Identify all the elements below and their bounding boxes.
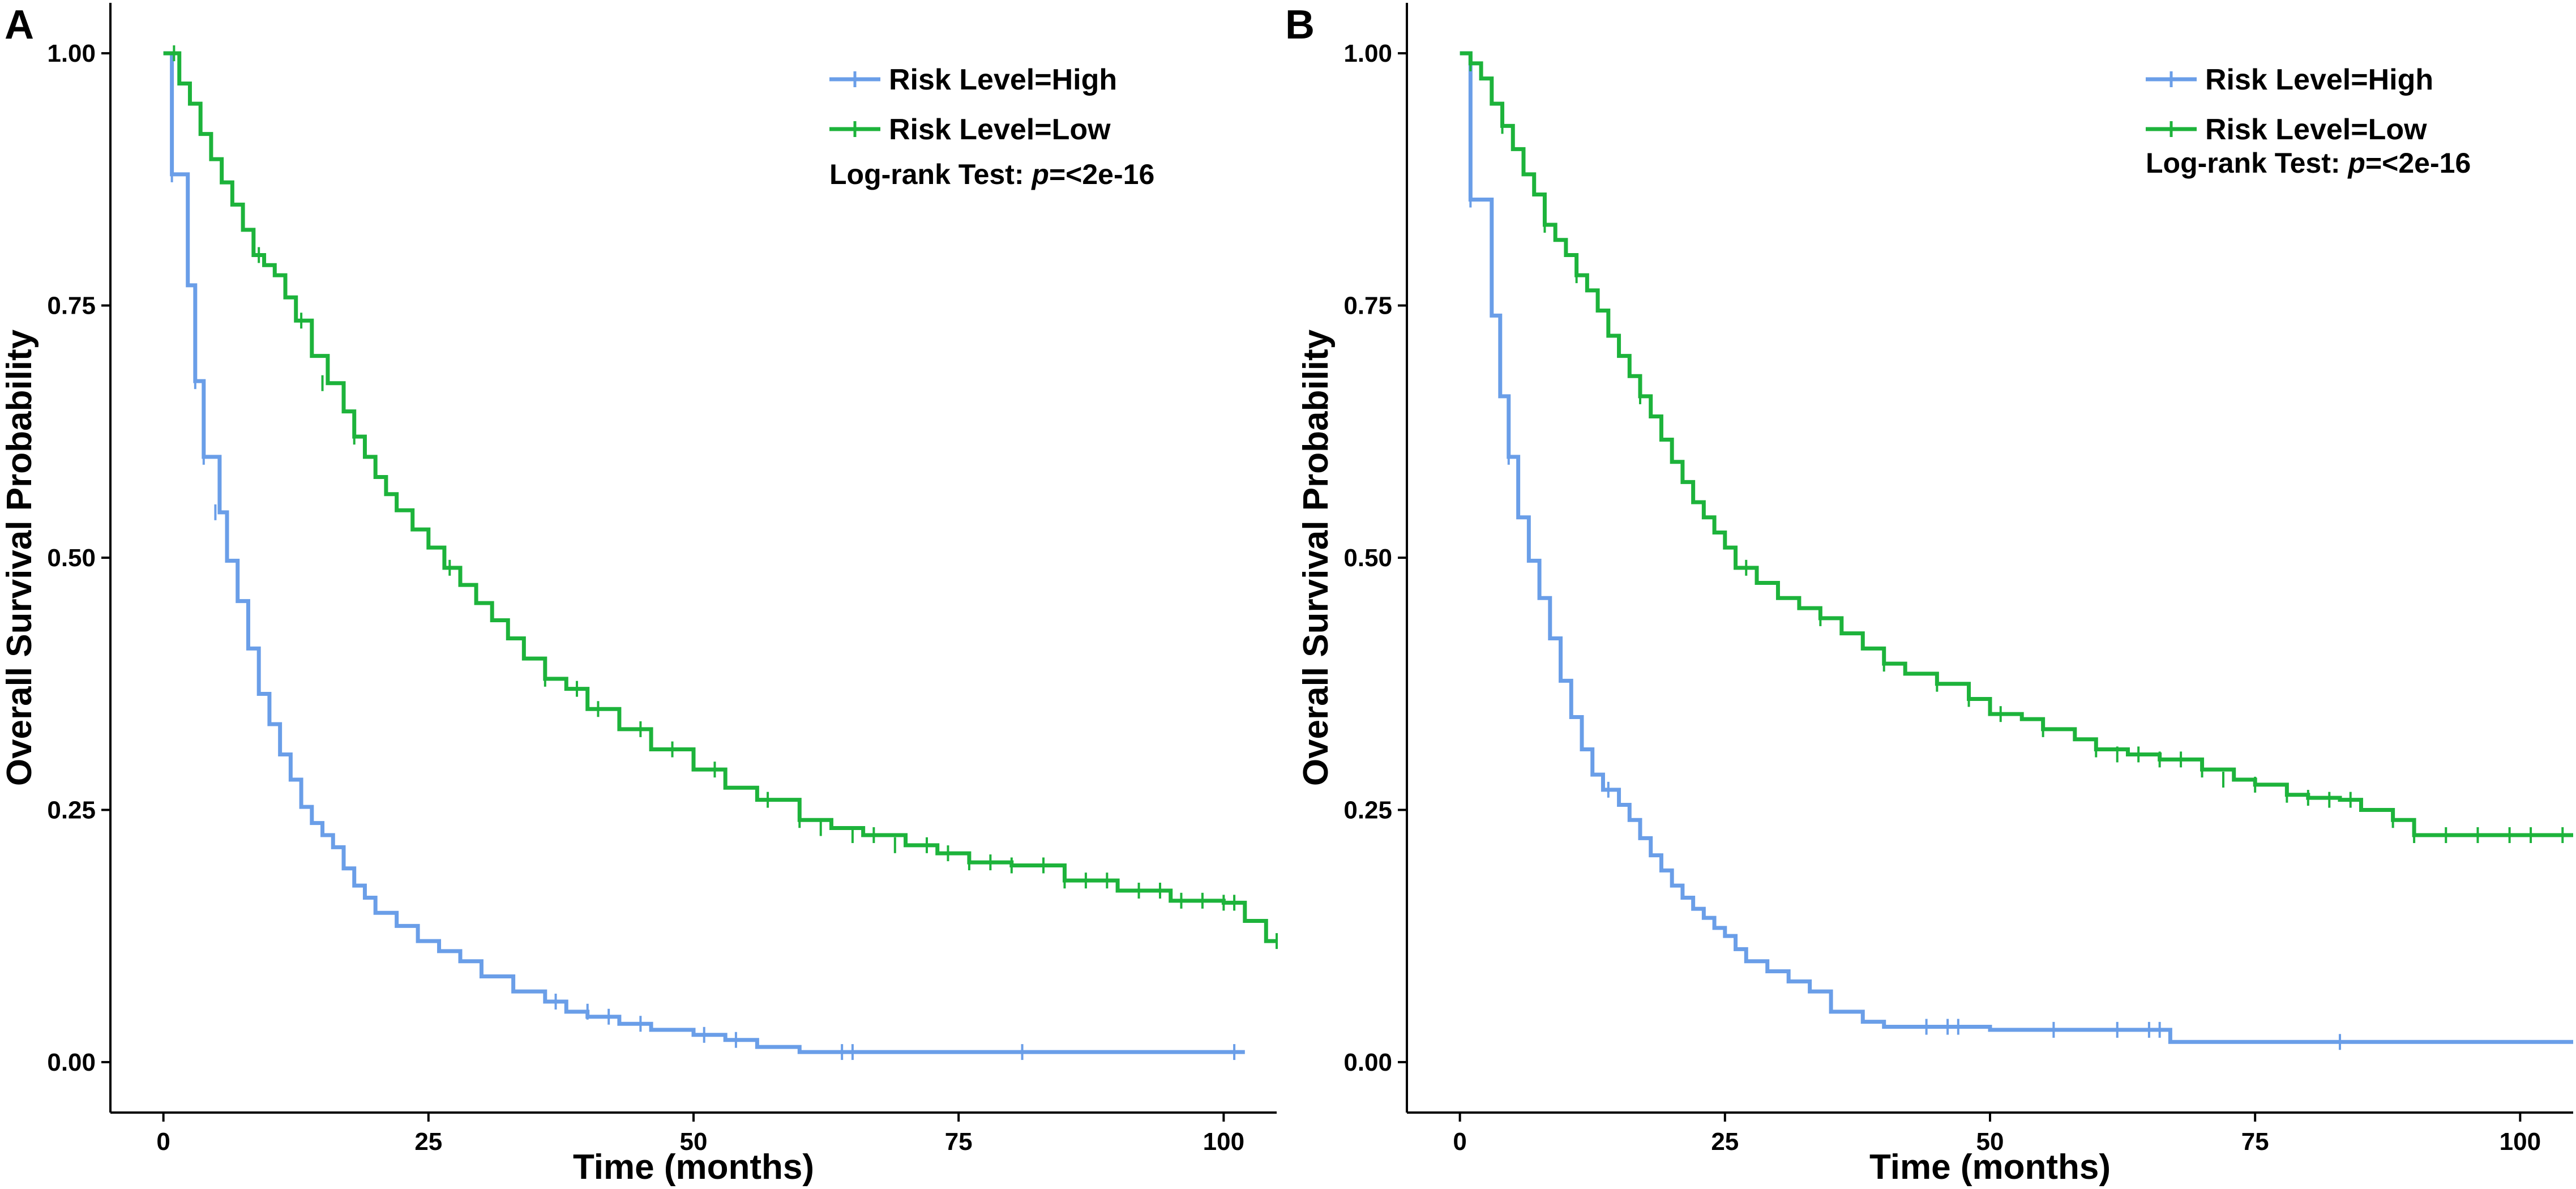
legend-item-low: Risk Level=Low (2146, 113, 2427, 146)
series-high (163, 51, 1245, 1060)
legend-label: Risk Level=Low (889, 113, 1111, 146)
legend-label: Risk Level=High (2205, 63, 2433, 96)
panel-b: B 0 25 50 75 100 0.00 0.25 0.50 0.75 1.00 Time (mon… (1285, 2, 2573, 1187)
annotation-prefix: Log-rank Test: (829, 159, 1032, 190)
y-tick-label: 0.50 (1343, 544, 1392, 572)
series-low (163, 45, 1278, 950)
series-low (1460, 51, 2573, 843)
annotation-value: =<2e-16 (2365, 147, 2471, 179)
y-tick-label: 0.25 (47, 796, 96, 824)
annotation-p-symbol: p (2347, 147, 2365, 179)
legend-item-low: Risk Level=Low (829, 113, 1111, 146)
x-tick-label: 100 (2500, 1128, 2541, 1156)
x-tick-label: 75 (945, 1128, 973, 1156)
logrank-annotation: Log-rank Test: p=<2e-16 (2146, 147, 2471, 179)
panel-letter: A (5, 2, 34, 48)
x-tick-label: 0 (156, 1128, 170, 1156)
panel-a: A 0 25 50 75 100 0.00 0.25 0.50 0.75 1.00 Time (mon… (0, 2, 1278, 1187)
annotation-prefix: Log-rank Test: (2146, 147, 2348, 179)
survival-curve (1460, 51, 2573, 837)
x-tick-label: 50 (680, 1128, 708, 1156)
y-axis-title: Overall Survival Probability (0, 329, 39, 786)
legend-label: Risk Level=Low (2205, 113, 2427, 146)
x-axis-title: Time (months) (573, 1148, 814, 1186)
logrank-annotation: Log-rank Test: p=<2e-16 (829, 159, 1154, 190)
x-tick-label: 50 (1976, 1128, 2004, 1156)
legend-label: Risk Level=High (889, 63, 1117, 96)
annotation-p-symbol: p (1030, 159, 1049, 190)
y-tick-label: 1.00 (47, 40, 96, 67)
legend-item-high: Risk Level=High (2146, 63, 2433, 96)
x-tick-label: 25 (414, 1128, 442, 1156)
panel-letter: B (1285, 2, 1315, 48)
survival-curve (163, 51, 1245, 1054)
x-axis-title: Time (months) (1869, 1148, 2111, 1186)
y-axis-title: Overall Survival Probability (1296, 329, 1336, 786)
y-tick-label: 0.00 (1343, 1049, 1392, 1076)
survival-curve (1460, 51, 2573, 1044)
y-tick-label: 0.00 (47, 1049, 96, 1076)
y-tick-label: 0.25 (1343, 796, 1392, 824)
x-tick-label: 25 (1711, 1128, 1739, 1156)
y-tick-label: 0.50 (47, 544, 96, 572)
y-tick-label: 1.00 (1343, 40, 1392, 67)
y-tick-label: 0.75 (47, 292, 96, 320)
series-high (1460, 51, 2573, 1050)
y-tick-label: 0.75 (1343, 292, 1392, 320)
x-tick-label: 100 (1203, 1128, 1244, 1156)
legend-item-high: Risk Level=High (829, 63, 1117, 96)
x-tick-label: 75 (2241, 1128, 2269, 1156)
annotation-value: =<2e-16 (1049, 159, 1154, 190)
x-tick-label: 0 (1453, 1128, 1466, 1156)
